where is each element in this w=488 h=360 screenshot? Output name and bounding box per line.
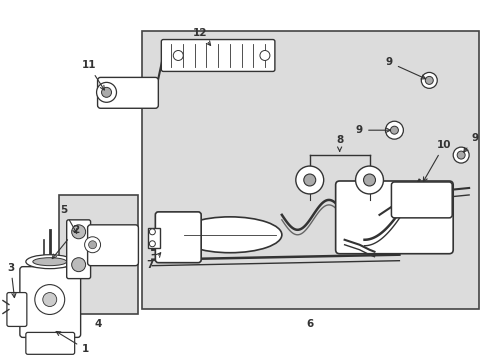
Bar xyxy=(59,195,138,315)
Circle shape xyxy=(72,225,85,239)
Circle shape xyxy=(84,237,101,253)
Text: 8: 8 xyxy=(335,135,343,151)
FancyBboxPatch shape xyxy=(87,225,138,266)
Text: 7: 7 xyxy=(146,253,161,270)
Circle shape xyxy=(260,50,269,60)
Text: 3: 3 xyxy=(7,263,16,297)
FancyBboxPatch shape xyxy=(155,212,201,263)
Ellipse shape xyxy=(178,217,281,253)
Ellipse shape xyxy=(33,258,66,266)
Circle shape xyxy=(96,82,116,102)
Circle shape xyxy=(385,121,403,139)
Circle shape xyxy=(452,147,468,163)
Circle shape xyxy=(35,285,64,315)
Circle shape xyxy=(456,151,464,159)
Text: 9: 9 xyxy=(385,58,425,79)
Circle shape xyxy=(355,166,383,194)
Circle shape xyxy=(173,50,183,60)
FancyBboxPatch shape xyxy=(148,228,160,248)
Ellipse shape xyxy=(26,255,74,269)
FancyBboxPatch shape xyxy=(7,293,27,327)
Circle shape xyxy=(389,126,398,134)
Text: 11: 11 xyxy=(81,60,104,90)
Circle shape xyxy=(421,72,436,88)
Circle shape xyxy=(425,76,432,84)
Circle shape xyxy=(303,174,315,186)
Text: 6: 6 xyxy=(305,319,313,329)
Circle shape xyxy=(149,241,155,247)
FancyBboxPatch shape xyxy=(20,267,81,337)
Circle shape xyxy=(42,293,57,306)
Text: 12: 12 xyxy=(193,28,210,45)
Circle shape xyxy=(363,174,375,186)
FancyBboxPatch shape xyxy=(390,182,451,218)
Circle shape xyxy=(88,241,96,249)
Bar xyxy=(142,31,478,310)
Text: 4: 4 xyxy=(95,319,102,329)
FancyBboxPatch shape xyxy=(335,181,452,254)
FancyBboxPatch shape xyxy=(98,77,158,108)
Circle shape xyxy=(295,166,323,194)
Text: 10: 10 xyxy=(423,140,450,181)
Text: 5: 5 xyxy=(60,205,77,233)
Text: 9: 9 xyxy=(355,125,389,135)
Text: 2: 2 xyxy=(52,225,79,258)
FancyBboxPatch shape xyxy=(26,332,75,354)
Circle shape xyxy=(102,87,111,97)
FancyBboxPatch shape xyxy=(66,220,90,279)
FancyBboxPatch shape xyxy=(161,40,274,71)
Text: 9: 9 xyxy=(463,133,478,152)
Circle shape xyxy=(72,258,85,272)
Circle shape xyxy=(149,229,155,235)
Text: 1: 1 xyxy=(56,332,89,354)
